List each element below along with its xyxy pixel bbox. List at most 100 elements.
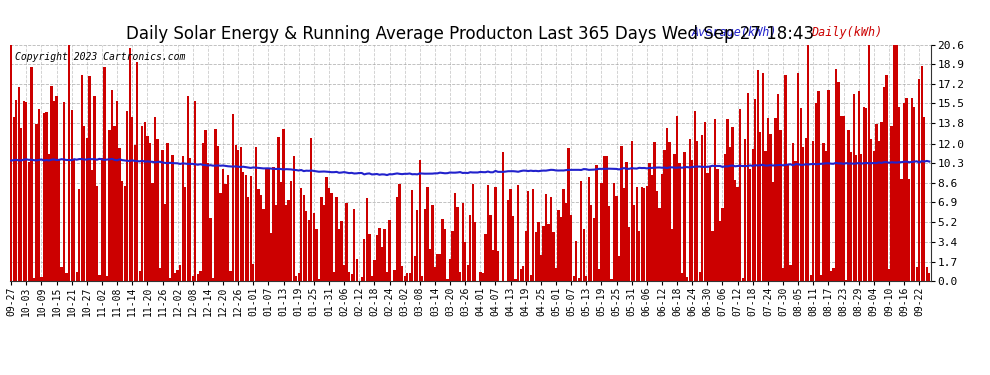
Bar: [259, 195, 262, 281]
Bar: [552, 232, 554, 281]
Bar: [25, 102, 28, 281]
Bar: [683, 153, 686, 281]
Bar: [148, 143, 151, 281]
Bar: [543, 226, 545, 281]
Bar: [714, 119, 716, 281]
Bar: [86, 138, 88, 281]
Bar: [658, 208, 660, 281]
Bar: [520, 270, 522, 281]
Bar: [570, 215, 572, 281]
Bar: [585, 276, 587, 281]
Bar: [611, 279, 613, 281]
Bar: [96, 186, 98, 281]
Bar: [815, 104, 817, 281]
Bar: [303, 195, 305, 281]
Bar: [875, 124, 877, 281]
Bar: [706, 173, 709, 281]
Bar: [644, 188, 645, 281]
Bar: [252, 264, 254, 281]
Bar: [850, 152, 852, 281]
Bar: [355, 259, 358, 281]
Bar: [913, 107, 916, 281]
Bar: [197, 274, 199, 281]
Bar: [906, 98, 908, 281]
Bar: [474, 222, 476, 281]
Bar: [18, 87, 20, 281]
Bar: [547, 224, 549, 281]
Bar: [338, 229, 341, 281]
Bar: [434, 267, 437, 281]
Bar: [549, 196, 552, 281]
Bar: [406, 273, 408, 281]
Bar: [807, 43, 810, 281]
Bar: [381, 247, 383, 281]
Bar: [368, 234, 370, 281]
Bar: [507, 200, 509, 281]
Bar: [782, 268, 784, 281]
Bar: [761, 73, 764, 281]
Bar: [348, 272, 350, 281]
Bar: [471, 184, 474, 281]
Bar: [749, 168, 751, 281]
Bar: [883, 87, 885, 281]
Bar: [754, 99, 756, 281]
Bar: [538, 222, 540, 281]
Bar: [668, 142, 670, 281]
Bar: [264, 168, 267, 281]
Bar: [222, 170, 224, 281]
Bar: [68, 43, 70, 281]
Bar: [179, 265, 181, 281]
Bar: [243, 172, 245, 281]
Bar: [779, 130, 782, 281]
Bar: [802, 147, 805, 281]
Bar: [494, 186, 497, 281]
Bar: [192, 276, 194, 281]
Bar: [272, 167, 274, 281]
Bar: [711, 231, 714, 281]
Bar: [729, 147, 732, 281]
Bar: [300, 189, 302, 281]
Bar: [225, 184, 227, 281]
Bar: [391, 280, 393, 281]
Bar: [237, 150, 240, 281]
Bar: [98, 276, 101, 281]
Bar: [46, 112, 48, 281]
Bar: [709, 167, 711, 281]
Bar: [844, 280, 847, 281]
Bar: [235, 145, 237, 281]
Bar: [363, 239, 365, 281]
Bar: [766, 118, 769, 281]
Bar: [681, 273, 683, 281]
Bar: [186, 96, 189, 281]
Bar: [482, 273, 484, 281]
Bar: [653, 142, 655, 281]
Bar: [103, 67, 106, 281]
Bar: [867, 43, 870, 281]
Bar: [119, 148, 121, 281]
Bar: [70, 110, 73, 281]
Bar: [628, 227, 631, 281]
Bar: [890, 126, 893, 281]
Bar: [557, 210, 559, 281]
Bar: [575, 242, 577, 281]
Bar: [921, 66, 923, 281]
Bar: [370, 276, 373, 281]
Bar: [701, 135, 704, 281]
Bar: [515, 279, 517, 281]
Bar: [860, 154, 862, 281]
Bar: [240, 147, 242, 281]
Bar: [870, 140, 872, 281]
Bar: [641, 187, 643, 281]
Bar: [454, 193, 456, 281]
Bar: [292, 156, 295, 281]
Bar: [699, 272, 701, 281]
Bar: [769, 134, 771, 281]
Bar: [333, 272, 336, 281]
Bar: [153, 117, 156, 281]
Bar: [275, 204, 277, 281]
Bar: [835, 69, 838, 281]
Bar: [504, 280, 507, 281]
Bar: [270, 232, 272, 281]
Bar: [618, 256, 621, 281]
Bar: [466, 265, 469, 281]
